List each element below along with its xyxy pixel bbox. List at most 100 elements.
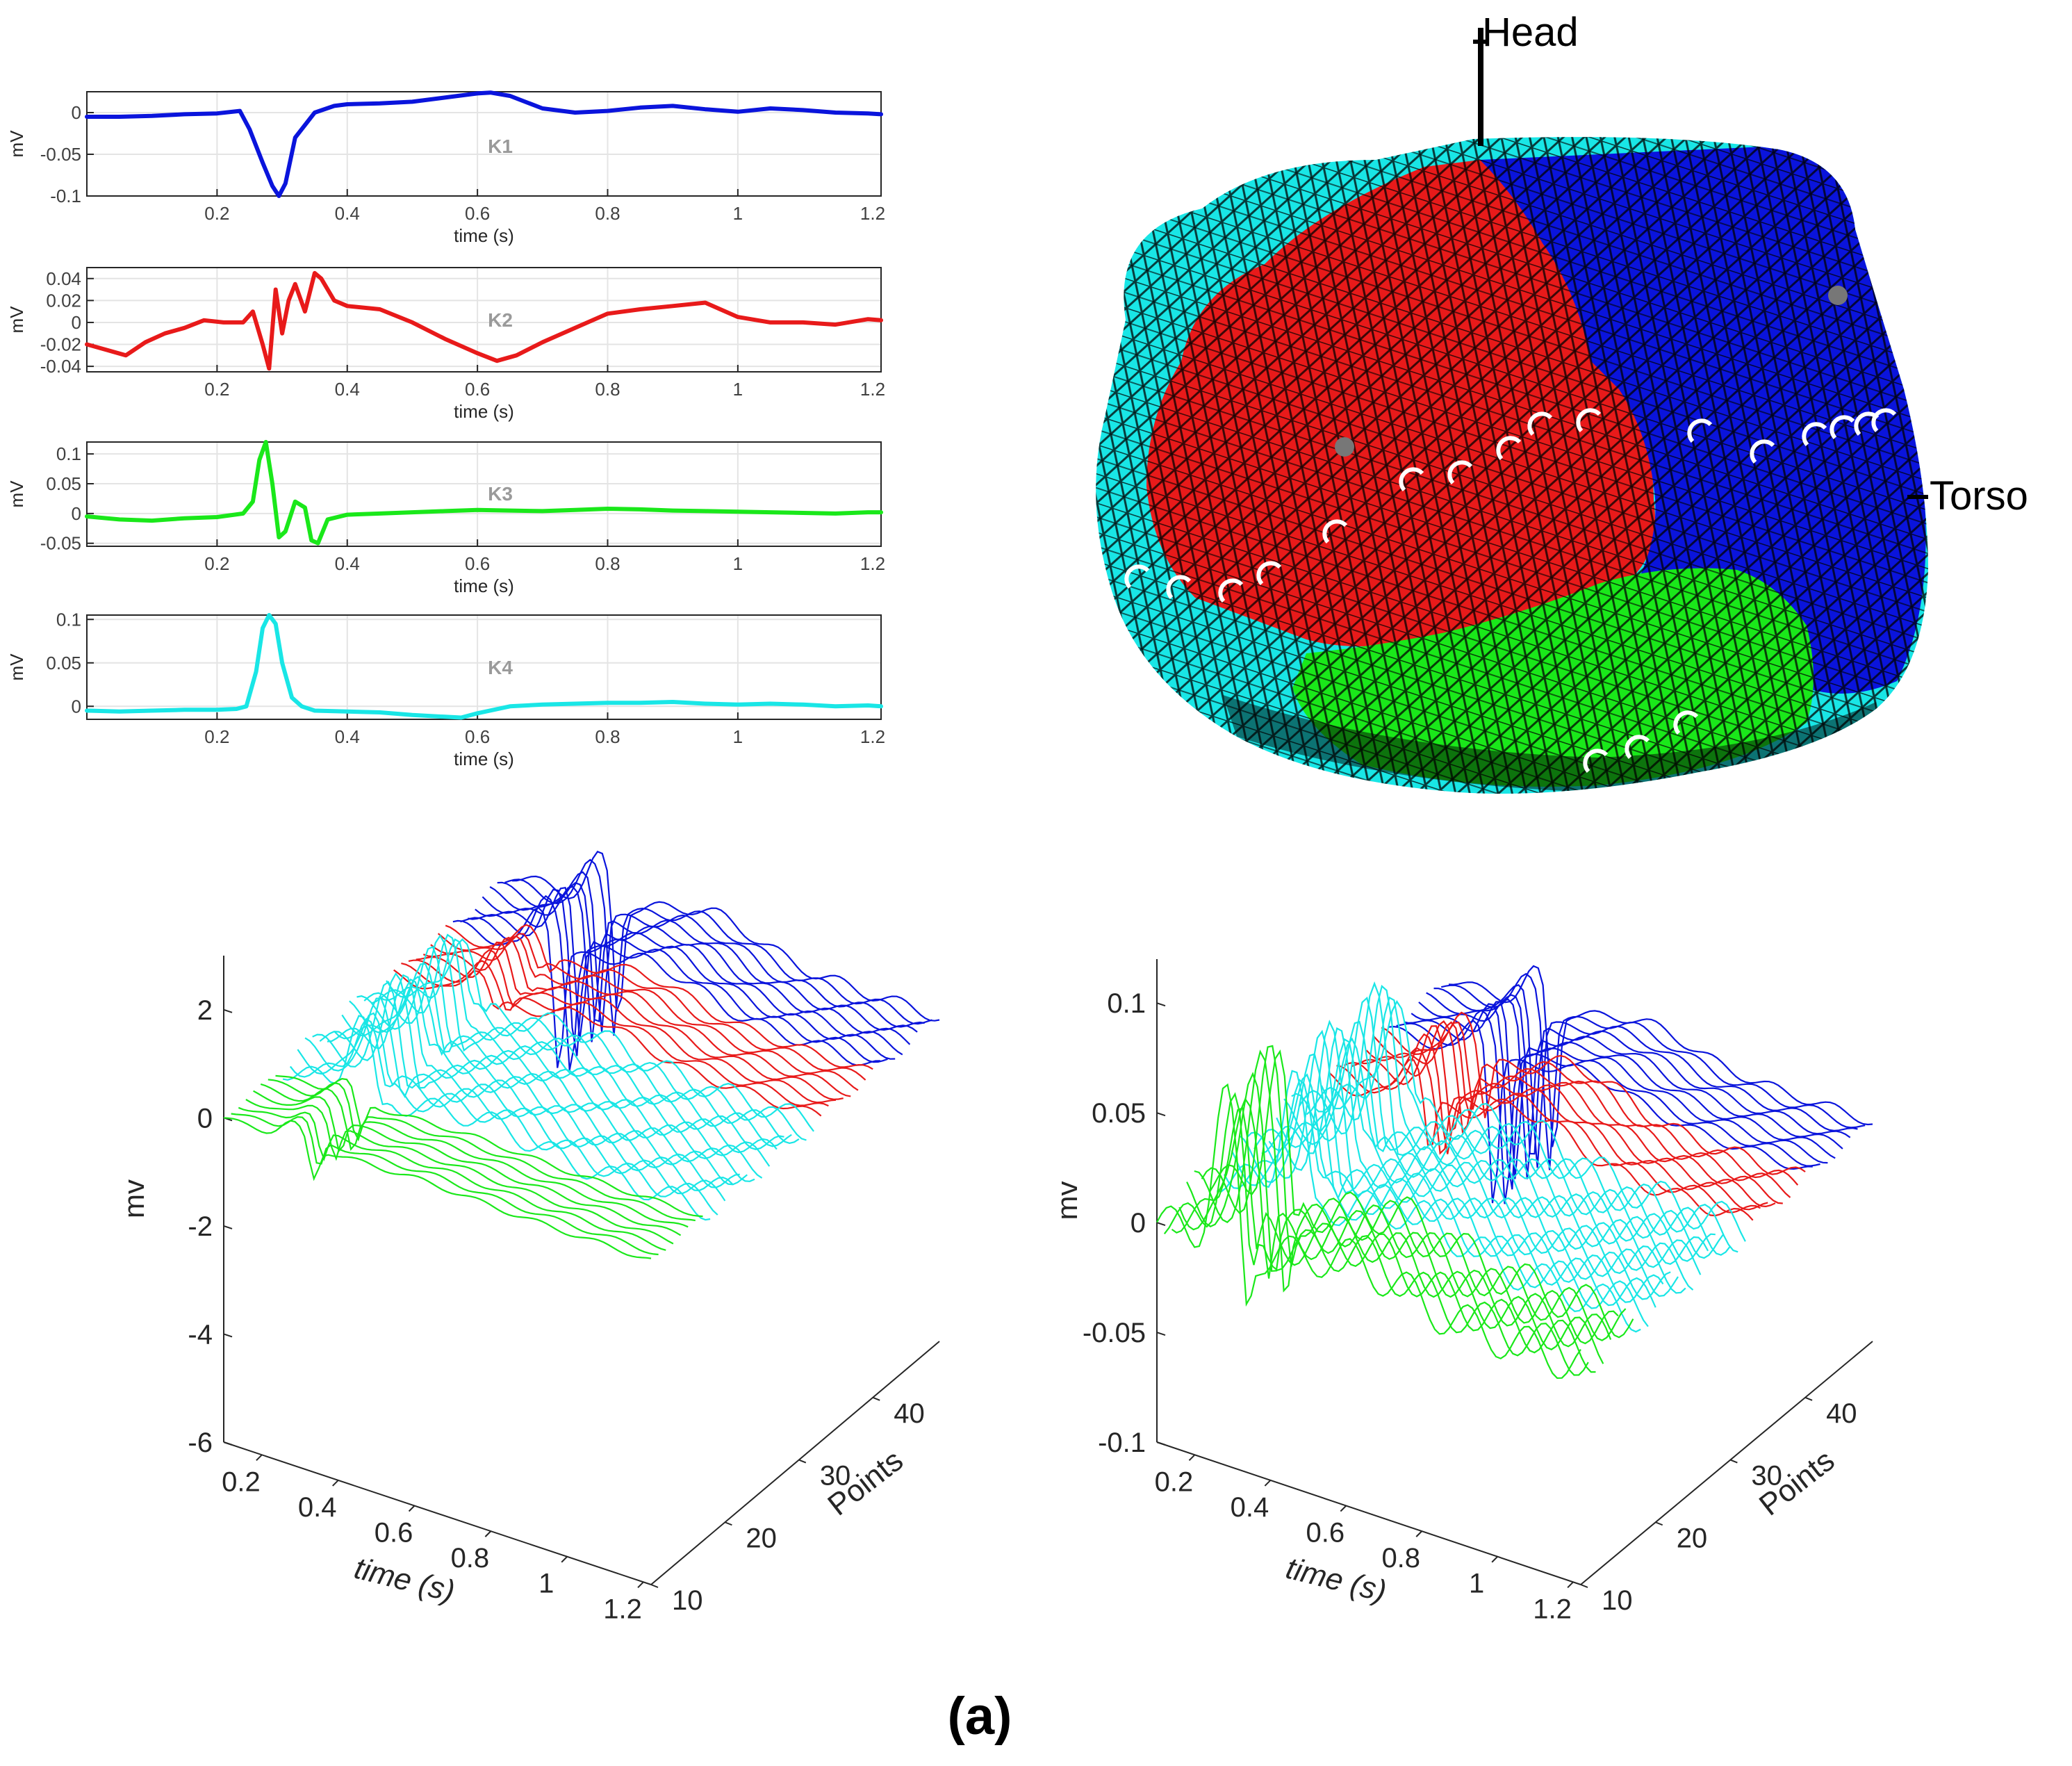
waterfall-trace xyxy=(460,894,888,1071)
y-axis-label: mv xyxy=(1051,1182,1083,1220)
points-tick xyxy=(1580,1584,1588,1588)
waterfall-trace xyxy=(1217,1070,1641,1333)
x-tick-label: 0.4 xyxy=(1231,1492,1269,1523)
waterfall-trace xyxy=(334,978,763,1179)
waterfall-trace xyxy=(504,858,932,1036)
waterfall-trace xyxy=(386,938,814,1132)
electrode-marker xyxy=(1673,710,1699,735)
waterfall-trace xyxy=(408,949,837,1104)
panel-k3: 0.2 0.4 0.6 0.8 1 1.2 0.1 0.05 0 -0.05 time (s) mV K… xyxy=(6,440,885,596)
series-line-k4 xyxy=(85,613,883,720)
x-tick xyxy=(484,1530,492,1537)
y-tick-label: 0.1 xyxy=(56,609,81,630)
y-tick-label: 0 xyxy=(1130,1208,1146,1238)
waterfall-trace xyxy=(1268,1038,1694,1291)
waterfall-trace xyxy=(245,1099,674,1245)
waterfall-trace xyxy=(445,924,873,1070)
waterfall-trace xyxy=(371,933,800,1145)
x-tick-label: 0.8 xyxy=(595,726,620,747)
waterfall-trace xyxy=(1208,1049,1634,1339)
x-axis-label: time (s) xyxy=(454,225,514,246)
waterfall-trace xyxy=(468,888,896,1060)
x-tick-label: 0.8 xyxy=(1381,1543,1420,1573)
panel-k1: 0.2 0.4 0.6 0.8 1 1.2 0 -0.05 -0.1 time (s) mV K1 xyxy=(6,90,885,246)
waterfall-trace xyxy=(1320,999,1746,1242)
x-tick xyxy=(1188,1454,1196,1462)
electrode-marker xyxy=(1256,561,1282,586)
electrode-markers xyxy=(1124,408,1897,774)
points-tick-label: 20 xyxy=(1677,1523,1708,1553)
x-tick xyxy=(1415,1530,1422,1537)
waterfall-trace xyxy=(223,1117,652,1259)
points-tick xyxy=(1804,1396,1813,1401)
waterfall-trace xyxy=(1171,1107,1596,1373)
electrode-marker xyxy=(1218,578,1244,603)
waterfall-trace xyxy=(378,938,807,1141)
torso-mesh: Head Torso xyxy=(1096,10,2028,794)
x-tick xyxy=(561,1556,568,1563)
x-tick-label: 1 xyxy=(1469,1569,1484,1599)
waterfall-trace xyxy=(1328,1058,1754,1221)
time-axis-line xyxy=(223,1441,652,1585)
x-tick-label: 1.2 xyxy=(860,553,885,574)
x-tick-label: 0.4 xyxy=(335,726,360,747)
waterfall-trace xyxy=(422,936,851,1097)
series-label: K3 xyxy=(488,483,513,505)
points-axis-line xyxy=(1580,1341,1873,1585)
waterfall-trace xyxy=(349,963,778,1154)
y-tick-label: 0.04 xyxy=(46,268,81,289)
points-tick xyxy=(1655,1521,1663,1526)
electrode-marker xyxy=(1576,408,1602,433)
y-tick-label: -0.1 xyxy=(1098,1428,1146,1458)
waterfall-trace xyxy=(1440,972,1866,1170)
x-tick-label: 1 xyxy=(538,1569,554,1599)
x-tick-label: 0.6 xyxy=(375,1518,413,1548)
y-tick xyxy=(223,1333,233,1338)
electrode-marker xyxy=(1322,519,1348,544)
y-tick-label: -2 xyxy=(188,1211,213,1242)
waterfall-trace xyxy=(482,885,911,1045)
waterfall-trace xyxy=(1336,1047,1761,1213)
y-tick xyxy=(1156,1112,1166,1117)
y-tick-label: 0 xyxy=(72,312,81,333)
electrode-marker xyxy=(1527,411,1553,436)
waterfall-trace xyxy=(401,960,829,1107)
y-tick-label: 0 xyxy=(197,1103,213,1134)
waterfall-trace xyxy=(416,941,844,1100)
x-tick-label: 1.2 xyxy=(860,726,885,747)
x-tick-label: 0.2 xyxy=(204,379,229,400)
y-tick-label: -0.05 xyxy=(40,533,81,554)
points-tick-label: 10 xyxy=(1602,1585,1633,1616)
series-line-k1 xyxy=(85,90,883,198)
y-tick-label: 0.1 xyxy=(1107,988,1146,1019)
y-tick-label: 0.05 xyxy=(1092,1098,1146,1129)
waterfall-trace xyxy=(327,974,755,1182)
electrode-marker xyxy=(1625,735,1650,760)
x-tick-label: 0.2 xyxy=(222,1466,261,1497)
waterfall-trace xyxy=(1156,1083,1581,1380)
x-tick-label: 0.6 xyxy=(465,553,490,574)
waterfall-trace xyxy=(304,997,733,1192)
y-tick xyxy=(223,1008,233,1013)
x-tick-label: 1 xyxy=(733,203,743,224)
waterfall-trace xyxy=(1404,1003,1828,1190)
waterfall-trace xyxy=(1306,984,1732,1256)
y-tick-label: 2 xyxy=(197,995,213,1026)
panel-k4: 0.2 0.4 0.6 0.8 1 1.2 0.1 0.05 0 time (s) mV K4 xyxy=(6,609,885,769)
waterfall-trace xyxy=(363,934,792,1147)
waterfall-trace xyxy=(1231,1073,1656,1308)
waterfall-trace xyxy=(437,933,866,1081)
electrode-marker xyxy=(1124,564,1150,589)
waterfall-trace xyxy=(231,1113,659,1256)
waterfall-trace xyxy=(1373,1021,1799,1186)
waterfall-trace xyxy=(1163,1092,1589,1376)
x-tick-label: 0.2 xyxy=(204,203,229,224)
series-label: K2 xyxy=(488,309,513,331)
electrode-marker xyxy=(1399,467,1424,492)
electrode-marker xyxy=(1583,749,1609,774)
electrode-marker xyxy=(1166,575,1192,600)
waterfall-trace xyxy=(1298,981,1724,1259)
x-tick-label: 0.2 xyxy=(204,553,229,574)
